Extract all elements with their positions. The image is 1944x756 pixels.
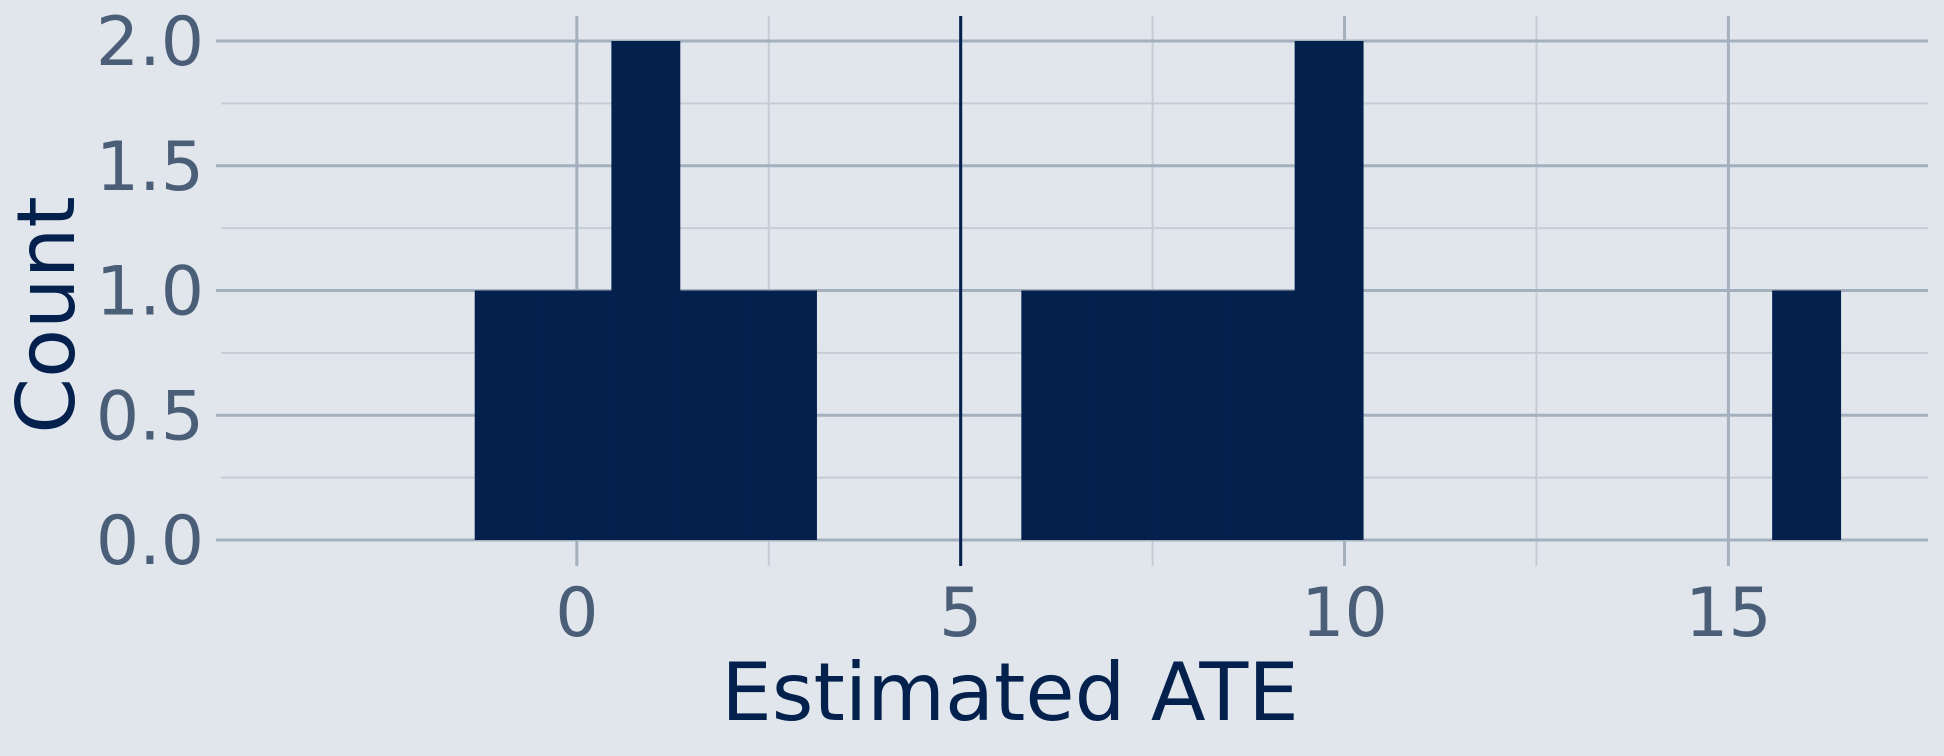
histogram-bar	[1021, 290, 1091, 540]
x-tick-label: 10	[1301, 574, 1388, 653]
histogram-bar	[748, 290, 817, 540]
y-axis-title: Count	[0, 196, 93, 434]
histogram-bar	[474, 290, 544, 540]
histogram-bar	[1772, 290, 1842, 540]
y-tick-label: 1.0	[96, 253, 204, 332]
x-tick-label: 0	[555, 574, 598, 653]
histogram-bar	[1226, 290, 1296, 540]
y-tick-labels: 0.0 0.5 1.0 1.5 2.0	[96, 3, 204, 581]
bars	[474, 41, 1842, 540]
x-axis-title: Estimated ATE	[721, 646, 1299, 739]
histogram-bar	[1157, 290, 1227, 540]
x-tick-labels: 0 5 10 15	[555, 574, 1771, 653]
x-tick-label: 15	[1685, 574, 1772, 653]
histogram-bar	[679, 290, 749, 540]
x-tick-label: 5	[939, 574, 982, 653]
y-tick-label: 1.5	[96, 128, 204, 207]
y-tick-label: 0.0	[96, 502, 204, 581]
y-tick-label: 0.5	[96, 377, 204, 456]
histogram-bar	[543, 290, 612, 540]
histogram-bar	[1089, 290, 1159, 540]
histogram-bar	[611, 41, 681, 540]
histogram-bar	[1294, 41, 1364, 540]
y-tick-label: 2.0	[96, 3, 204, 82]
